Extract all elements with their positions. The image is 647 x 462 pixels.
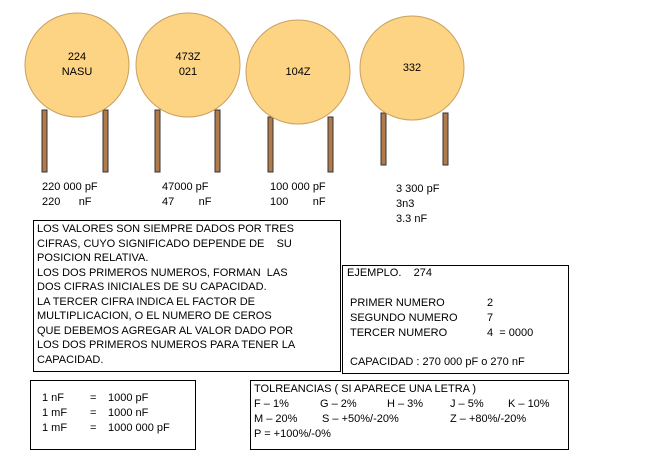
capacitor-leg bbox=[327, 116, 334, 173]
note-line: POSICION RELATIVA. bbox=[37, 252, 149, 264]
tolerance-item: K – 10% bbox=[508, 398, 550, 410]
capacitor-code: 473Z bbox=[175, 51, 201, 63]
tolerance-item: Z – +80%/-20% bbox=[450, 413, 527, 425]
capacitor-value: 3 300 pF bbox=[396, 183, 440, 195]
note-line: LOS DOS PRIMEROS NUMEROS PARA TENER LA bbox=[37, 339, 296, 351]
capacitor-leg bbox=[154, 109, 161, 173]
note-line: CIFRAS, CUYO SIGNIFICADO DEPENDE DE SU bbox=[37, 237, 292, 250]
capacitor-leg bbox=[102, 109, 109, 173]
capacitor-value: 220 000 pF bbox=[42, 181, 98, 193]
capacitor-leg bbox=[442, 112, 449, 166]
tolerance-item: H – 3% bbox=[387, 398, 424, 410]
capacitor-leg bbox=[41, 109, 48, 173]
capacitor-leg bbox=[267, 116, 274, 173]
notes-box bbox=[33, 220, 341, 372]
capacitor-value: 47000 pF bbox=[162, 181, 209, 193]
capacitor-value: 220 nF bbox=[42, 196, 92, 208]
capacitor-body bbox=[24, 12, 130, 118]
note-line: MULTIPLICACION, O EL NUMERO DE CEROS bbox=[37, 310, 272, 322]
tolerance-item: F – 1% bbox=[254, 398, 289, 410]
example-value: 4 = 0000 bbox=[487, 327, 534, 339]
capacitor-code: 224 bbox=[67, 51, 87, 63]
example-result: CAPACIDAD : 270 000 pF o 270 nF bbox=[350, 356, 525, 368]
tolerance-item: S – +50%/-20% bbox=[322, 413, 399, 425]
example-label: TERCER NUMERO bbox=[350, 327, 448, 339]
note-line: DOS CIFRAS INICIALES DE SU CAPACIDAD. bbox=[37, 281, 267, 293]
capacitor-code: 104Z bbox=[285, 65, 311, 78]
equivalence-box bbox=[30, 380, 196, 450]
equivalence-cell: = bbox=[90, 407, 97, 419]
equivalence-cell: 1 mF bbox=[42, 407, 68, 419]
note-line: LOS DOS PRIMEROS NUMEROS, FORMAN LAS bbox=[37, 266, 288, 279]
example-value: 7 bbox=[487, 312, 494, 324]
equivalence-cell: 1000 nF bbox=[108, 407, 149, 419]
equivalence-cell: 1 nF bbox=[42, 392, 65, 404]
equivalence-cell: = bbox=[90, 422, 97, 434]
equivalence-cell: 1000 pF bbox=[108, 392, 149, 404]
capacitor-code: NASU bbox=[61, 66, 93, 78]
capacitor-value: 47 nF bbox=[162, 196, 212, 208]
equivalence-cell: = bbox=[90, 392, 97, 404]
capacitor-value: 3n3 bbox=[396, 198, 415, 210]
capacitor-value: 100 000 pF bbox=[270, 181, 326, 193]
capacitor-body bbox=[135, 12, 241, 118]
equivalence-cell: 1000 000 pF bbox=[108, 422, 170, 434]
example-box bbox=[342, 265, 569, 374]
example-value: 2 bbox=[487, 297, 494, 309]
capacitor-body bbox=[245, 19, 351, 125]
capacitor-value: 3.3 nF bbox=[396, 213, 428, 225]
note-line: LOS VALORES SON SIEMPRE DADOS POR TRES bbox=[37, 223, 294, 235]
tolerance-box bbox=[250, 380, 569, 450]
tolerance-item: P = +100%/-0% bbox=[254, 428, 331, 440]
note-line: QUE DEBEMOS AGREGAR AL VALOR DADO POR bbox=[37, 324, 294, 337]
note-line: CAPACIDAD. bbox=[37, 353, 104, 366]
tolerance-item: J – 5% bbox=[450, 398, 484, 410]
capacitor-code: 332 bbox=[402, 61, 422, 74]
example-title: EJEMPLO. 274 bbox=[347, 267, 432, 279]
capacitor-code: 021 bbox=[178, 66, 198, 78]
capacitor-value: 100 nF bbox=[270, 196, 326, 208]
tolerance-item: G – 2% bbox=[320, 398, 357, 410]
capacitor-leg bbox=[214, 109, 221, 173]
capacitor-leg bbox=[380, 112, 387, 166]
equivalence-cell: 1 mF bbox=[42, 422, 68, 434]
tolerance-title: TOLREANCIAS ( SI APARECE UNA LETRA ) bbox=[254, 383, 477, 395]
tolerance-item: M – 20% bbox=[254, 413, 298, 425]
note-line: LA TERCER CIFRA INDICA EL FACTOR DE bbox=[37, 295, 256, 308]
example-label: PRIMER NUMERO bbox=[350, 297, 445, 309]
example-label: SEGUNDO NUMERO bbox=[350, 312, 458, 324]
capacitor-body bbox=[359, 15, 465, 121]
